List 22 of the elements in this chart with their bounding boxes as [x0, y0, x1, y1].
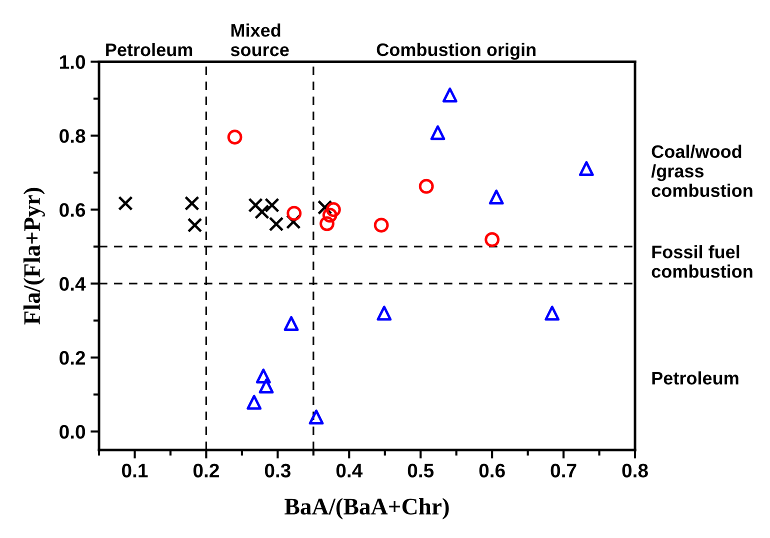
x-tick-label: 0.6 [479, 464, 505, 478]
y-tick-label: 0.4 [60, 277, 86, 291]
y-tick-label: 0.6 [60, 203, 86, 217]
text: Combustion origin [376, 42, 536, 60]
y-tick-label: 0.2 [60, 351, 86, 365]
text: Petroleum [652, 371, 738, 385]
x-axis-title: BaA/(BaA+Chr) [284, 498, 449, 520]
text: Mixed source [230, 23, 289, 56]
text: Petroleum [106, 42, 192, 56]
y-tick-label: 0.8 [60, 129, 86, 143]
x-tick-label: 0.4 [336, 464, 363, 478]
text: Coal/wood /grass combustion [651, 144, 752, 197]
x-tick-label: 0.1 [122, 464, 148, 478]
x-tick-label: 0.7 [550, 464, 576, 478]
x-tick-label: 0.2 [193, 464, 219, 478]
x-tick-label: 0.3 [264, 464, 290, 478]
y-tick-label: 1.0 [60, 55, 86, 69]
y-tick-label: 0.0 [60, 424, 86, 439]
x-tick-label: 0.5 [408, 464, 434, 478]
text: Fossil fuel combustion [652, 245, 752, 278]
y-axis-title: Fla/(Fla+Pyr) [23, 188, 45, 324]
x-tick-label: 0.8 [622, 464, 648, 478]
